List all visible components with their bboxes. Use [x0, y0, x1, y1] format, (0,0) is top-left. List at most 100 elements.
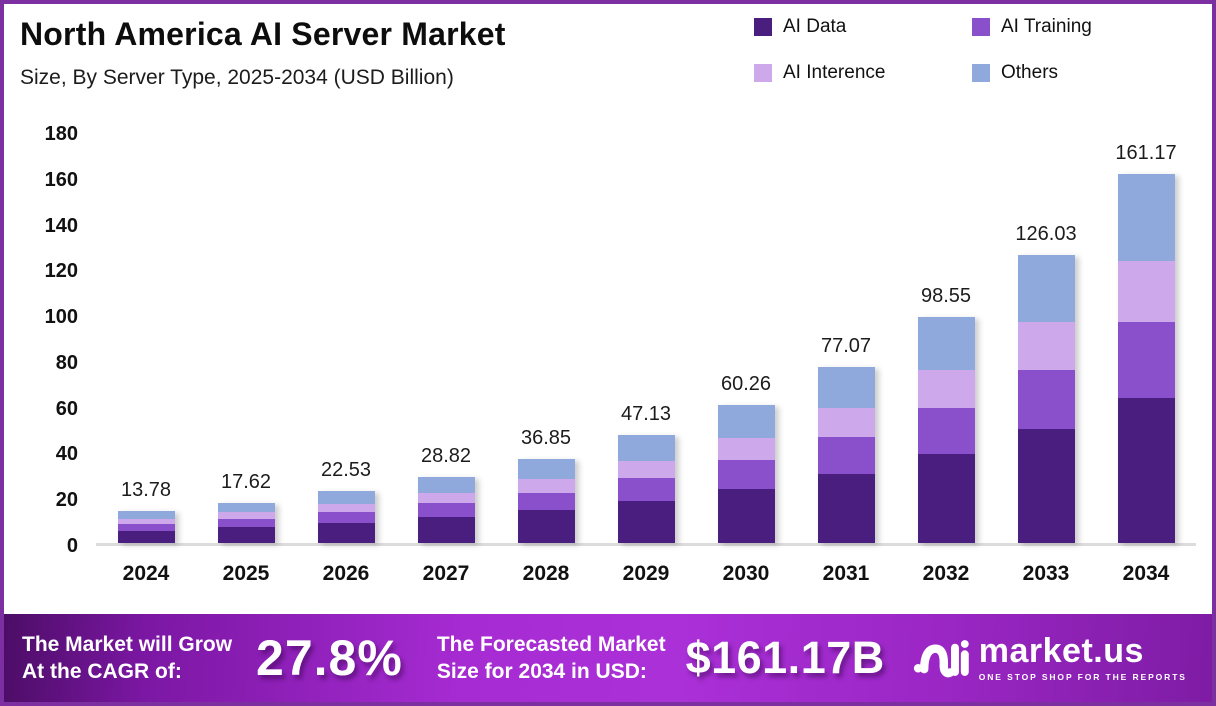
y-tick-40: 40 [55, 443, 78, 466]
y-tick-80: 80 [55, 351, 78, 374]
bar-segment-ai-training [817, 437, 875, 474]
stacked-bar-2027 [417, 477, 475, 543]
y-tick-140: 140 [44, 214, 78, 237]
stacked-bar-chart: 0 20 40 60 80 100 120 140 160 180 13.78 17.62 22.53… [4, 123, 1212, 604]
bar-segment-others [1117, 174, 1175, 261]
legend-item-ai-data: AI Data [754, 16, 972, 38]
x-label-2026: 2026 [322, 562, 370, 585]
bar-segment-ai-data [317, 522, 375, 543]
bar-segment-ai-interence [817, 408, 875, 438]
forecast-label: The Forecasted Market Size for 2034 in U… [436, 632, 666, 683]
y-tick-0: 0 [66, 535, 78, 557]
bar-segment-ai-training [917, 407, 975, 455]
bar-segment-others [217, 502, 275, 513]
legend-swatch-icon [754, 64, 772, 82]
x-label-2034: 2034 [1122, 562, 1170, 585]
bar-segment-ai-data [517, 509, 575, 543]
bar-segment-others [1017, 254, 1075, 323]
bar-segment-ai-training [1117, 322, 1175, 398]
bar-segment-ai-training [317, 512, 375, 523]
bar-column-2024: 13.78 [96, 134, 196, 543]
cagr-label: The Market will Grow At the CAGR of: [22, 632, 233, 683]
bar-column-2029: 47.13 [596, 134, 696, 543]
bar-segment-ai-data [1017, 429, 1075, 543]
y-tick-160: 160 [44, 168, 78, 191]
bar-segment-ai-data [917, 454, 975, 543]
bar-segment-others [117, 511, 175, 519]
marketus-logo-text: market.us [978, 632, 1144, 670]
bar-segment-others [517, 458, 575, 479]
bar-segment-others [717, 405, 775, 438]
marketus-logo: market.us ONE STOP SHOP FOR THE REPORTS [913, 634, 1187, 682]
y-tick-180: 180 [44, 123, 78, 145]
bar-total-label: 77.07 [820, 334, 872, 357]
bar-segment-ai-interence [217, 512, 275, 519]
legend-label: AI Interence [783, 62, 886, 83]
plot-area: 13.78 17.62 22.53 28.82 36.85 47.13 60.26 77.07… [96, 134, 1196, 546]
bar-column-2027: 28.82 [396, 134, 496, 543]
x-label-2027: 2027 [422, 562, 470, 585]
bar-segment-others [917, 317, 975, 371]
bar-total-label: 36.85 [520, 426, 572, 449]
y-tick-60: 60 [55, 397, 78, 420]
page-title: North America AI Server Market [20, 16, 506, 52]
forecast-value: $161.17B [685, 632, 885, 683]
stacked-bar-2033 [1017, 254, 1075, 543]
stacked-bar-2030 [717, 405, 775, 543]
bar-segment-ai-training [517, 492, 575, 510]
bar-total-label: 60.26 [720, 373, 772, 396]
legend-item-ai-training: AI Training [972, 16, 1202, 38]
legend-swatch-icon [972, 64, 990, 82]
bar-column-2031: 77.07 [796, 134, 896, 543]
x-label-2028: 2028 [522, 562, 570, 585]
bar-segment-others [817, 366, 875, 409]
bar-total-label: 98.55 [920, 285, 972, 308]
bar-total-label: 161.17 [1115, 142, 1177, 165]
stacked-bar-2032 [917, 317, 975, 543]
bar-segment-ai-training [1017, 370, 1075, 430]
bar-segment-ai-training [217, 518, 275, 528]
bar-segment-ai-interence [1017, 322, 1075, 371]
stacked-bar-2029 [617, 435, 675, 543]
legend-item-others: Others [972, 62, 1202, 84]
legend-label: Others [1001, 62, 1059, 83]
legend-label: AI Data [783, 16, 847, 37]
bar-segment-ai-interence [117, 518, 175, 525]
bar-segment-ai-interence [717, 437, 775, 461]
bar-segment-ai-data [1117, 397, 1175, 543]
bar-total-label: 22.53 [320, 459, 372, 482]
x-label-2032: 2032 [922, 562, 970, 585]
bar-column-2032: 98.55 [896, 134, 996, 543]
marketus-logo-icon [913, 640, 969, 678]
y-tick-100: 100 [44, 306, 78, 329]
bar-total-label: 13.78 [120, 479, 172, 502]
bar-segment-ai-interence [517, 478, 575, 493]
y-tick-20: 20 [55, 489, 78, 512]
bar-column-2025: 17.62 [196, 134, 296, 543]
bar-segment-ai-data [717, 488, 775, 543]
legend-label: AI Training [1001, 16, 1092, 37]
stacked-bar-2025 [217, 502, 275, 543]
bar-segment-ai-training [617, 478, 675, 501]
bar-segment-others [617, 435, 675, 461]
bar-column-2034: 161.17 [1096, 134, 1196, 543]
legend-item-ai-interence: AI Interence [754, 62, 972, 84]
page-subtitle: Size, By Server Type, 2025-2034 (USD Bil… [20, 66, 454, 89]
bar-segment-ai-interence [417, 492, 475, 504]
y-tick-120: 120 [44, 260, 78, 283]
bar-segment-ai-interence [917, 370, 975, 408]
marketus-logo-text-wrap: market.us ONE STOP SHOP FOR THE REPORTS [979, 634, 1187, 682]
bar-total-label: 17.62 [220, 470, 272, 493]
y-axis: 0 20 40 60 80 100 120 140 160 180 [4, 123, 82, 557]
bar-segment-ai-training [717, 460, 775, 489]
bar-column-2026: 22.53 [296, 134, 396, 543]
stacked-bar-2031 [817, 366, 875, 543]
x-label-2024: 2024 [122, 562, 170, 585]
bar-column-2033: 126.03 [996, 134, 1096, 543]
x-label-2025: 2025 [222, 562, 270, 585]
bar-column-2028: 36.85 [496, 134, 596, 543]
legend-swatch-icon [972, 18, 990, 36]
bar-segment-ai-training [417, 503, 475, 517]
bar-segment-ai-data [817, 473, 875, 543]
